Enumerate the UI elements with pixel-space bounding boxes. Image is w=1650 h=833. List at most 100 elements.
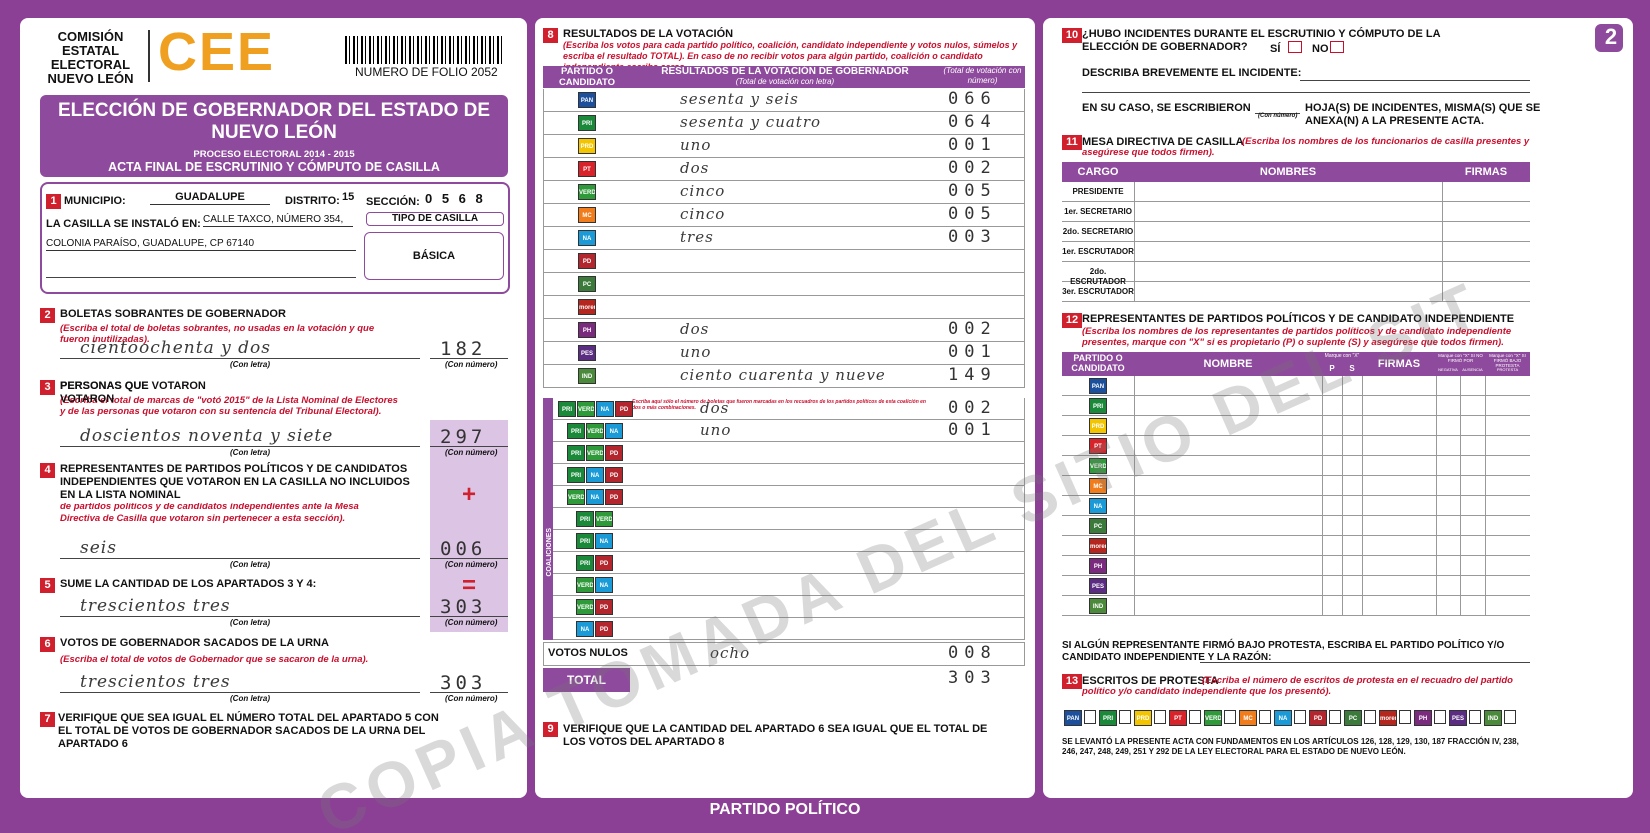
col-line <box>1485 376 1486 396</box>
handwritten-letra: uno <box>700 421 732 439</box>
label-con-letra: (Con letra) <box>230 448 270 457</box>
section-number: 7 <box>40 712 55 727</box>
label-con-numero: (Con número) <box>445 360 498 369</box>
col-header: PARTIDO O CANDIDATO <box>1071 353 1125 373</box>
divider <box>148 30 150 82</box>
party-logo: PES <box>1449 710 1467 726</box>
party-logo: PRI <box>558 401 576 417</box>
org-name: COMISIÓN ESTATAL ELECTORAL NUEVO LEÓN <box>47 29 134 86</box>
party-logo: IND <box>1089 598 1107 614</box>
party-logo: VERDE <box>586 423 604 439</box>
party-logo: PAN <box>1089 378 1107 394</box>
col-line <box>1485 456 1486 476</box>
party-logo: PT <box>1089 438 1107 454</box>
write-line <box>430 446 508 447</box>
handwritten-numero: 001 <box>948 342 997 362</box>
table-row <box>1062 476 1530 496</box>
role: 2do. ESCRUTADOR <box>1070 267 1126 286</box>
party-logo: PRD <box>1089 418 1107 434</box>
write-line <box>430 616 508 617</box>
handwritten-letra: dos <box>680 320 710 338</box>
col-line <box>1134 556 1135 576</box>
table-row <box>553 442 1025 464</box>
col-header: PARTIDO O CANDIDATO <box>558 66 616 88</box>
handwritten-numero: 005 <box>948 181 997 201</box>
protest-box <box>1399 710 1411 724</box>
sum-column <box>430 420 508 632</box>
handwritten-numero: 297 <box>440 426 487 448</box>
col-line <box>1485 576 1486 596</box>
label-con-letra: (Con letra) <box>230 360 270 369</box>
table-row <box>553 618 1025 640</box>
party-logo: PD <box>595 555 613 571</box>
table-row <box>553 508 1025 530</box>
value: BÁSICA <box>412 250 456 262</box>
col-line <box>1322 416 1323 436</box>
party-logo: PRI <box>1099 710 1117 726</box>
protest-box <box>1154 710 1166 724</box>
col-line <box>1134 516 1135 536</box>
table-row <box>1062 556 1530 576</box>
party-logo: PES <box>1089 578 1107 594</box>
nulos-row <box>543 642 1025 666</box>
title: ELECCIÓN DE GOBERNADOR DEL ESTADO DE NUE… <box>57 100 491 143</box>
col-line <box>1436 516 1437 536</box>
col-line <box>1134 262 1135 282</box>
col-line <box>1134 376 1135 396</box>
col-line <box>1322 436 1323 456</box>
label: SECCIÓN: <box>366 196 420 208</box>
party-logo: NA <box>576 621 594 637</box>
party-logo: NA <box>578 230 596 246</box>
table-row <box>1062 416 1530 436</box>
col-line <box>1342 576 1343 596</box>
col-header: Marque con "X" SI FIRMÓ BAJO PROTESTA <box>1489 353 1526 368</box>
handwritten-letra: ocho <box>710 644 751 662</box>
col-line <box>1322 376 1323 396</box>
party-logo: MC <box>578 207 596 223</box>
handwritten-numero: 066 <box>948 89 997 109</box>
handwritten-numero: 149 <box>948 365 997 385</box>
col-line <box>1485 536 1486 556</box>
col-line <box>1322 576 1323 596</box>
party-logo: PRI <box>576 511 594 527</box>
verify-text: VERIFIQUE QUE SEA IGUAL EL NÚMERO TOTAL … <box>58 712 439 751</box>
legal-text: SE LEVANTÓ LA PRESENTE ACTA CON FUNDAMEN… <box>1062 737 1519 756</box>
col-header: Marque con "X" <box>1324 353 1360 359</box>
col-line <box>1485 516 1486 536</box>
section-title: VOTOS DE GOBERNADOR SACADOS DE LA URNA <box>60 637 329 649</box>
subtitle: ACTA FINAL DE ESCRUTINIO Y CÓMPUTO DE CA… <box>108 160 440 174</box>
total-band <box>543 668 630 692</box>
handwritten-numero: 303 <box>440 596 487 618</box>
nulos-label: VOTOS NULOS <box>548 647 628 659</box>
folio: NUMERO DE FOLIO 2052 <box>355 65 498 79</box>
party-logo: PRI <box>567 467 585 483</box>
label-con-letra: (Con letra) <box>230 618 270 627</box>
checkbox <box>1330 41 1344 53</box>
col-header: NOMBRES <box>1259 166 1317 178</box>
col-line <box>1134 242 1135 262</box>
section-note: (Escriba los nombres de los representant… <box>1082 326 1512 349</box>
party-logo: PAN <box>1064 710 1082 726</box>
label-con-numero: (Con número) <box>445 618 498 627</box>
value: CALLE TAXCO, NÚMERO 354, <box>203 214 353 227</box>
section-number: 13 <box>1062 674 1082 689</box>
section-number: 6 <box>40 637 55 652</box>
col-line <box>1134 456 1135 476</box>
col-line <box>1134 182 1135 202</box>
label-con-letra: (Con letra) <box>230 560 270 569</box>
section-title: MESA DIRECTIVA DE CASILLA <box>1082 136 1244 148</box>
sheet-box <box>1595 24 1623 52</box>
handwritten-letra: seis <box>80 538 117 558</box>
handwritten-numero: 002 <box>948 398 997 418</box>
table-row <box>543 89 1025 112</box>
table-row <box>1062 516 1530 536</box>
col-line <box>1436 476 1437 496</box>
role: 1er. ESCRUTADOR <box>1062 247 1134 256</box>
handwritten-letra: doscientos noventa y siete <box>80 426 334 446</box>
write-line <box>60 692 420 693</box>
party-logo: NA <box>595 533 613 549</box>
col-header: P <box>1329 364 1335 373</box>
handwritten-numero: 008 <box>948 643 997 663</box>
col-line <box>1134 496 1135 516</box>
col-line <box>1460 596 1461 616</box>
